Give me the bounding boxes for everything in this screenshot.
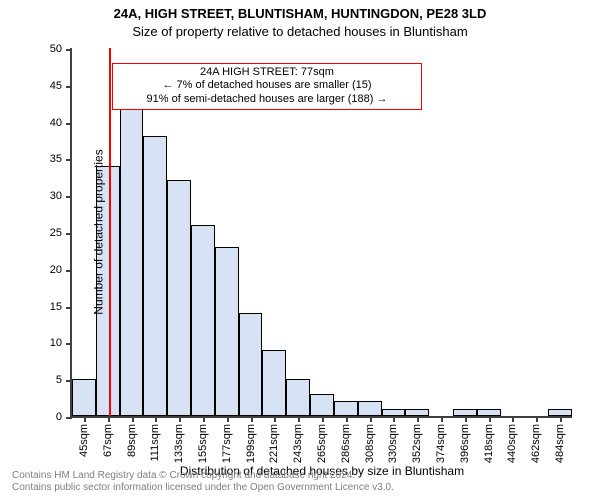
- x-tick-label: 418sqm: [483, 424, 495, 463]
- x-tick-label: 89sqm: [126, 424, 138, 457]
- y-tick-label: 10: [50, 337, 62, 349]
- bar: [143, 136, 167, 416]
- bar: [167, 180, 191, 416]
- bar: [239, 313, 263, 416]
- y-tick-label: 30: [50, 190, 62, 202]
- x-tick-label: 374sqm: [435, 424, 447, 463]
- footer-line-1: Contains HM Land Registry data © Crown c…: [12, 470, 394, 482]
- chart-title-line2: Size of property relative to detached ho…: [0, 24, 600, 39]
- x-tick-label: 111sqm: [149, 424, 161, 462]
- x-tick-label: 330sqm: [387, 424, 399, 463]
- annotation-box: 24A HIGH STREET: 77sqm ← 7% of detached …: [112, 63, 422, 110]
- x-tick-label: 286sqm: [340, 424, 352, 463]
- bar: [382, 409, 406, 416]
- x-tick-label: 352sqm: [411, 424, 423, 463]
- y-tick-label: 15: [50, 301, 62, 313]
- x-tick-label: 155sqm: [197, 424, 209, 463]
- x-tick-label: 440sqm: [506, 424, 518, 463]
- x-tick-label: 243sqm: [292, 424, 304, 463]
- x-tick-label: 396sqm: [459, 424, 471, 463]
- x-tick-label: 484sqm: [554, 424, 566, 463]
- bar: [358, 401, 382, 416]
- chart-title-line1: 24A, HIGH STREET, BLUNTISHAM, HUNTINGDON…: [0, 6, 600, 21]
- x-tick-label: 45sqm: [78, 424, 90, 457]
- x-tick-label: 177sqm: [221, 424, 233, 463]
- y-tick-label: 45: [50, 80, 62, 92]
- bar: [405, 409, 429, 416]
- y-tick-label: 0: [56, 411, 62, 423]
- y-tick-label: 50: [50, 43, 62, 55]
- x-tick-label: 221sqm: [268, 424, 280, 463]
- y-tick-label: 20: [50, 264, 62, 276]
- y-tick-label: 25: [50, 227, 62, 239]
- bar: [548, 409, 572, 416]
- annotation-line-2: ← 7% of detached houses are smaller (15): [119, 79, 415, 93]
- y-tick-label: 40: [50, 117, 62, 129]
- footer-line-2: Contains public sector information licen…: [12, 482, 394, 494]
- bar: [453, 409, 477, 416]
- y-tick-label: 35: [50, 153, 62, 165]
- y-tick-label: 5: [56, 374, 62, 386]
- footer-attribution: Contains HM Land Registry data © Crown c…: [12, 470, 394, 494]
- x-tick-label: 308sqm: [364, 424, 376, 463]
- bar: [286, 379, 310, 416]
- reference-line: [109, 48, 111, 416]
- chart-plot-area: 24A HIGH STREET: 77sqm ← 7% of detached …: [70, 48, 572, 418]
- x-tick-label: 199sqm: [245, 424, 257, 463]
- bar: [120, 85, 144, 416]
- bar: [334, 401, 358, 416]
- bar: [262, 350, 286, 416]
- bar: [477, 409, 501, 416]
- x-tick-label: 67sqm: [102, 424, 114, 457]
- x-tick-label: 133sqm: [173, 424, 185, 463]
- x-tick-label: 462sqm: [530, 424, 542, 463]
- x-tick-label: 265sqm: [316, 424, 328, 463]
- bar: [310, 394, 334, 416]
- bar: [72, 379, 96, 416]
- annotation-line-3: 91% of semi-detached houses are larger (…: [119, 93, 415, 107]
- y-axis-label: Number of detached properties: [92, 149, 106, 314]
- annotation-line-1: 24A HIGH STREET: 77sqm: [119, 66, 415, 80]
- bar: [215, 247, 239, 416]
- bar: [191, 225, 215, 416]
